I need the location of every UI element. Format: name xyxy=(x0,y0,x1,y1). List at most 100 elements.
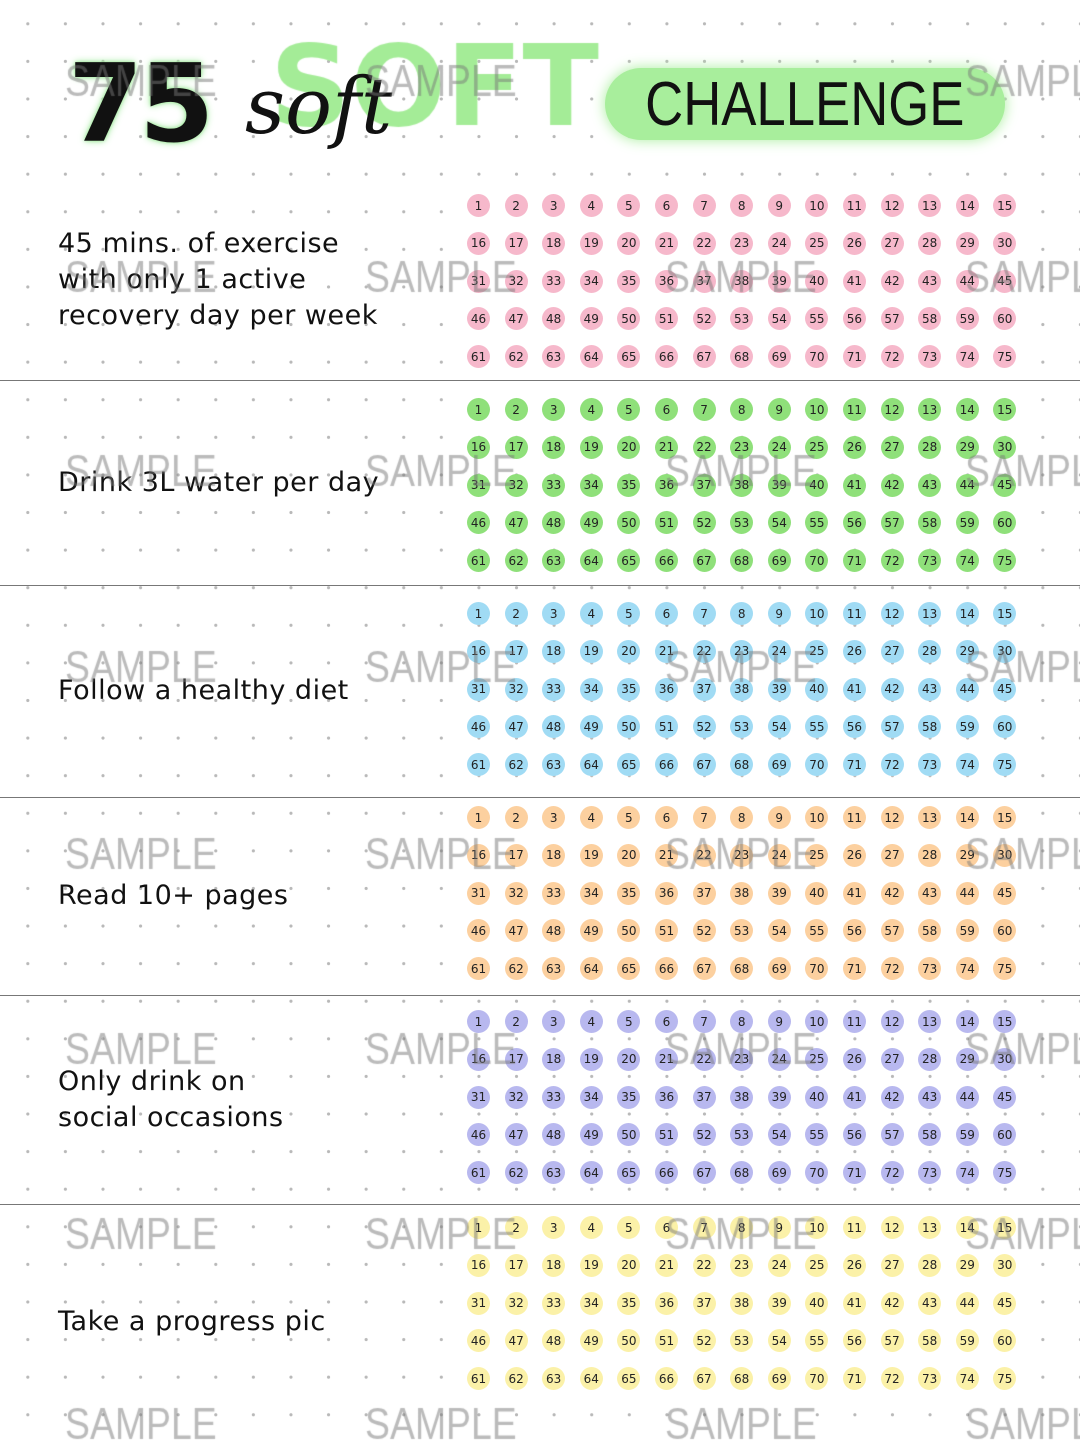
day-circle[interactable]: 14 xyxy=(955,1216,979,1239)
day-circle[interactable]: 4 xyxy=(579,602,603,625)
day-circle[interactable]: 3 xyxy=(542,1010,566,1033)
day-circle[interactable]: 25 xyxy=(805,435,829,459)
day-circle[interactable]: 62 xyxy=(504,753,528,777)
day-circle[interactable]: 12 xyxy=(880,602,904,625)
day-circle[interactable]: 49 xyxy=(579,307,603,331)
day-circle[interactable]: 17 xyxy=(504,1253,528,1277)
day-circle[interactable]: 69 xyxy=(767,1367,791,1391)
day-circle[interactable]: 65 xyxy=(617,345,641,369)
day-circle[interactable]: 18 xyxy=(542,1047,566,1071)
day-circle[interactable]: 6 xyxy=(654,1010,678,1033)
day-circle[interactable]: 13 xyxy=(918,398,942,421)
day-circle[interactable]: 41 xyxy=(842,473,866,497)
day-circle[interactable]: 19 xyxy=(579,231,603,255)
day-circle[interactable]: 6 xyxy=(654,1216,678,1239)
day-circle[interactable]: 62 xyxy=(504,957,528,981)
day-circle[interactable]: 47 xyxy=(504,1123,528,1147)
day-circle[interactable]: 61 xyxy=(467,1161,490,1185)
day-circle[interactable]: 4 xyxy=(579,194,603,217)
day-circle[interactable]: 31 xyxy=(467,1085,490,1109)
day-circle[interactable]: 26 xyxy=(842,1047,866,1071)
day-circle[interactable]: 67 xyxy=(692,753,716,777)
day-circle[interactable]: 70 xyxy=(805,549,829,573)
day-circle[interactable]: 40 xyxy=(805,881,829,905)
day-circle[interactable]: 62 xyxy=(504,549,528,573)
day-circle[interactable]: 67 xyxy=(692,549,716,573)
day-circle[interactable]: 70 xyxy=(805,345,829,369)
day-circle[interactable]: 22 xyxy=(692,843,716,867)
day-circle[interactable]: 9 xyxy=(767,602,791,625)
day-circle[interactable]: 67 xyxy=(692,1367,716,1391)
day-circle[interactable]: 46 xyxy=(467,511,490,535)
day-circle[interactable]: 29 xyxy=(955,435,979,459)
day-circle[interactable]: 41 xyxy=(842,1085,866,1109)
day-circle[interactable]: 1 xyxy=(467,1010,490,1033)
day-circle[interactable]: 20 xyxy=(617,435,641,459)
day-circle[interactable]: 54 xyxy=(767,919,791,943)
day-circle[interactable]: 7 xyxy=(692,602,716,625)
day-circle[interactable]: 5 xyxy=(617,602,641,625)
day-circle[interactable]: 48 xyxy=(542,1123,566,1147)
day-circle[interactable]: 11 xyxy=(842,806,866,829)
day-circle[interactable]: 51 xyxy=(654,715,678,739)
day-circle[interactable]: 12 xyxy=(880,1216,904,1239)
day-circle[interactable]: 25 xyxy=(805,231,829,255)
day-circle[interactable]: 75 xyxy=(993,1367,1017,1391)
day-circle[interactable]: 30 xyxy=(993,231,1017,255)
day-circle[interactable]: 55 xyxy=(805,511,829,535)
day-circle[interactable]: 9 xyxy=(767,1010,791,1033)
day-circle[interactable]: 47 xyxy=(504,715,528,739)
day-circle[interactable]: 11 xyxy=(842,1010,866,1033)
day-circle[interactable]: 37 xyxy=(692,1085,716,1109)
day-circle[interactable]: 41 xyxy=(842,1291,866,1315)
day-circle[interactable]: 40 xyxy=(805,1291,829,1315)
day-circle[interactable]: 17 xyxy=(504,639,528,663)
day-circle[interactable]: 36 xyxy=(654,269,678,293)
day-circle[interactable]: 22 xyxy=(692,231,716,255)
day-circle[interactable]: 31 xyxy=(467,1291,490,1315)
day-circle[interactable]: 63 xyxy=(542,1367,566,1391)
day-circle[interactable]: 45 xyxy=(993,881,1017,905)
day-circle[interactable]: 72 xyxy=(880,753,904,777)
day-circle[interactable]: 71 xyxy=(842,345,866,369)
day-circle[interactable]: 1 xyxy=(467,194,490,217)
day-circle[interactable]: 46 xyxy=(467,1329,490,1353)
day-circle[interactable]: 6 xyxy=(654,806,678,829)
day-circle[interactable]: 45 xyxy=(993,269,1017,293)
day-circle[interactable]: 15 xyxy=(993,806,1017,829)
day-circle[interactable]: 24 xyxy=(767,1253,791,1277)
day-circle[interactable]: 21 xyxy=(654,639,678,663)
day-circle[interactable]: 63 xyxy=(542,345,566,369)
day-circle[interactable]: 27 xyxy=(880,639,904,663)
day-circle[interactable]: 6 xyxy=(654,398,678,421)
day-circle[interactable]: 66 xyxy=(654,957,678,981)
day-circle[interactable]: 18 xyxy=(542,843,566,867)
day-circle[interactable]: 42 xyxy=(880,269,904,293)
day-circle[interactable]: 13 xyxy=(918,1010,942,1033)
day-circle[interactable]: 43 xyxy=(918,1291,942,1315)
day-circle[interactable]: 34 xyxy=(579,269,603,293)
day-circle[interactable]: 23 xyxy=(730,1253,754,1277)
day-circle[interactable]: 33 xyxy=(542,1085,566,1109)
day-circle[interactable]: 7 xyxy=(692,194,716,217)
day-circle[interactable]: 21 xyxy=(654,435,678,459)
day-circle[interactable]: 21 xyxy=(654,1253,678,1277)
day-circle[interactable]: 10 xyxy=(805,194,829,217)
day-circle[interactable]: 47 xyxy=(504,1329,528,1353)
day-circle[interactable]: 28 xyxy=(918,1253,942,1277)
day-circle[interactable]: 61 xyxy=(467,957,490,981)
day-circle[interactable]: 45 xyxy=(993,677,1017,701)
day-circle[interactable]: 56 xyxy=(842,1123,866,1147)
day-circle[interactable]: 55 xyxy=(805,1123,829,1147)
day-circle[interactable]: 69 xyxy=(767,345,791,369)
day-circle[interactable]: 52 xyxy=(692,1123,716,1147)
day-circle[interactable]: 33 xyxy=(542,473,566,497)
day-circle[interactable]: 59 xyxy=(955,307,979,331)
day-circle[interactable]: 42 xyxy=(880,1085,904,1109)
day-circle[interactable]: 7 xyxy=(692,1216,716,1239)
day-circle[interactable]: 53 xyxy=(730,307,754,331)
day-circle[interactable]: 74 xyxy=(955,957,979,981)
day-circle[interactable]: 15 xyxy=(993,194,1017,217)
day-circle[interactable]: 45 xyxy=(993,1085,1017,1109)
day-circle[interactable]: 36 xyxy=(654,473,678,497)
